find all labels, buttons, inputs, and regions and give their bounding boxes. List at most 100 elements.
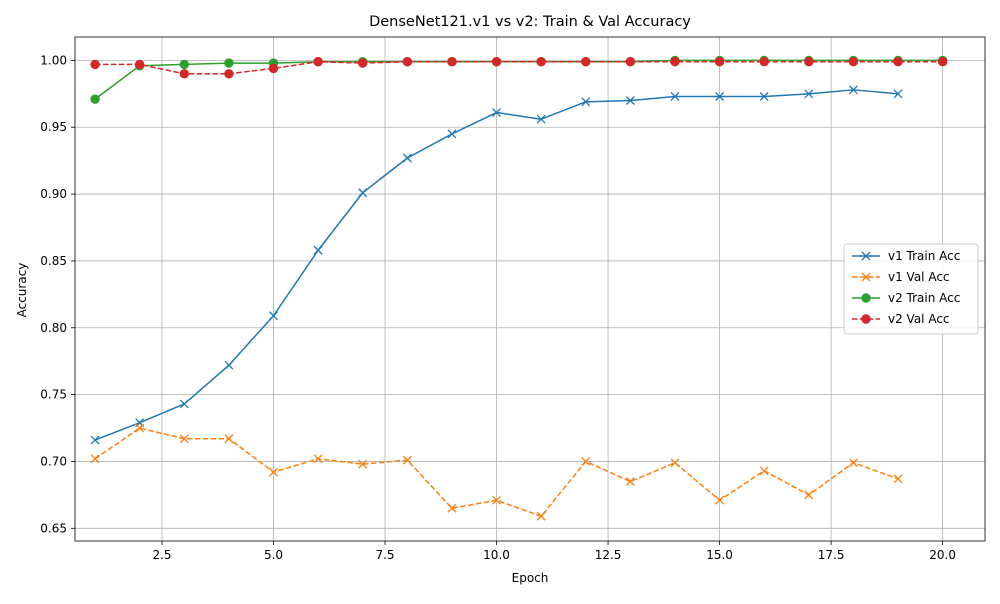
data-point-v1-train-acc [625,96,635,105]
data-point-v2-val-acc [134,59,145,70]
y-tick-label: 0.85 [40,254,67,268]
legend-box [843,243,979,335]
data-point-v1-val-acc [492,495,502,505]
x-tick-label: 2.5 [152,548,171,562]
series-line-v2-train-acc [94,59,943,100]
y-tick-label: 0.95 [40,120,67,134]
legend-item-v2-val-acc: v2 Val Acc [852,312,950,326]
y-tick-label: 0.70 [40,454,67,468]
data-point-v2-val-acc [402,57,413,67]
data-point-v1-val-acc [90,454,100,464]
data-point-v2-val-acc [90,59,100,70]
x-axis-title: Epoch [512,571,549,585]
data-point-v1-val-acc [893,474,903,484]
chart-title: DenseNet121.v1 vs v2: Train & Val Accura… [369,14,691,30]
data-point-v2-val-acc [714,57,725,67]
data-point-v1-train-acc [90,435,100,445]
data-point-v2-val-acc [848,57,859,67]
data-point-v1-train-acc [224,360,234,370]
legend-swatch-marker [861,314,871,324]
data-point-v1-train-acc [402,153,412,163]
data-point-v1-val-acc [715,495,725,505]
data-point-v2-val-acc [447,57,457,67]
grid-lines [75,37,985,541]
legend-swatch-marker [861,272,871,282]
data-point-v2-val-acc [491,57,502,67]
data-point-v1-train-acc [269,311,278,321]
legend-swatch-marker [861,251,871,261]
data-point-v2-val-acc [581,57,591,67]
x-tick-label: 15.0 [706,548,733,562]
legend-label: v1 Val Acc [888,270,950,284]
data-point-v1-val-acc [179,434,189,444]
data-point-v2-val-acc [224,69,234,79]
data-point-v2-val-acc [313,57,323,67]
data-point-v2-train-acc [179,59,189,70]
data-point-v1-val-acc [313,454,323,464]
series-line-v2-val-acc [95,60,943,75]
data-point-v1-train-acc [848,85,858,95]
data-point-v1-val-acc [269,467,278,477]
data-point-v1-train-acc [358,188,368,198]
series-v2-val-acc [90,57,948,79]
data-point-v1-train-acc [804,89,814,99]
series-lines [90,55,948,521]
data-point-v1-train-acc [313,245,323,255]
legend-item-v2-train-acc: v2 Train Acc [852,291,960,305]
data-point-v1-train-acc [581,97,591,107]
x-tick-label: 20.0 [929,548,956,562]
data-point-v1-val-acc [224,434,234,444]
data-point-v1-train-acc [670,92,680,101]
x-tick-label: 5.0 [264,548,283,562]
y-tick-label: 0.90 [40,187,67,201]
data-point-v2-val-acc [625,57,636,67]
data-point-v1-train-acc [492,108,502,117]
data-point-v1-train-acc [893,89,903,99]
data-point-v1-val-acc [625,477,635,486]
data-point-v1-val-acc [536,511,546,521]
data-point-v2-val-acc [804,57,814,67]
data-point-v1-val-acc [135,423,145,433]
data-point-v1-val-acc [848,458,858,468]
series-v1-val-acc [90,423,903,521]
y-tick-label: 0.65 [40,521,67,535]
data-point-v1-train-acc [536,114,546,124]
data-point-v2-train-acc [224,58,234,68]
data-point-v1-val-acc [358,459,368,469]
data-point-v1-val-acc [670,458,680,468]
y-tick-label: 0.75 [40,388,67,402]
legend-swatch-marker [861,293,871,303]
y-tick-label: 0.80 [40,321,67,335]
data-point-v2-val-acc [670,57,680,67]
legend-label: v2 Val Acc [888,312,950,326]
y-axis-title: Accuracy [15,263,29,318]
data-point-v2-val-acc [179,69,189,79]
legend-label: v2 Train Acc [888,291,960,305]
data-point-v2-val-acc [937,57,948,67]
legend-label: v1 Train Acc [888,249,960,263]
data-point-v1-val-acc [804,490,814,500]
data-point-v2-val-acc [759,57,769,67]
data-point-v2-train-acc [90,94,100,104]
x-tick-label: 7.5 [375,548,394,562]
plot-frame [74,36,986,542]
data-point-v1-train-acc [759,92,769,101]
data-point-v1-train-acc [179,399,189,409]
data-point-v1-train-acc [715,92,725,101]
data-point-v2-val-acc [268,63,279,74]
data-point-v1-val-acc [447,503,457,513]
legend: v1 Train Acc v1 Val Acc v2 Train Acc v2 Val… [843,243,979,335]
data-point-v2-val-acc [358,58,368,68]
x-tick-label: 17.5 [818,548,845,562]
y-tick-label: 1.00 [40,53,67,67]
x-tick-label: 10.0 [483,548,510,562]
legend-item-v1-val-acc: v1 Val Acc [852,270,950,284]
data-point-v1-val-acc [759,466,769,476]
data-point-v2-val-acc [893,57,903,67]
data-point-v1-val-acc [581,456,591,466]
axis-ticks: 2.5 5.0 7.5 10.0 12.5 15.0 17.5 20.0 0.65 0.70 0.7… [40,53,956,562]
data-point-v2-val-acc [536,57,546,67]
